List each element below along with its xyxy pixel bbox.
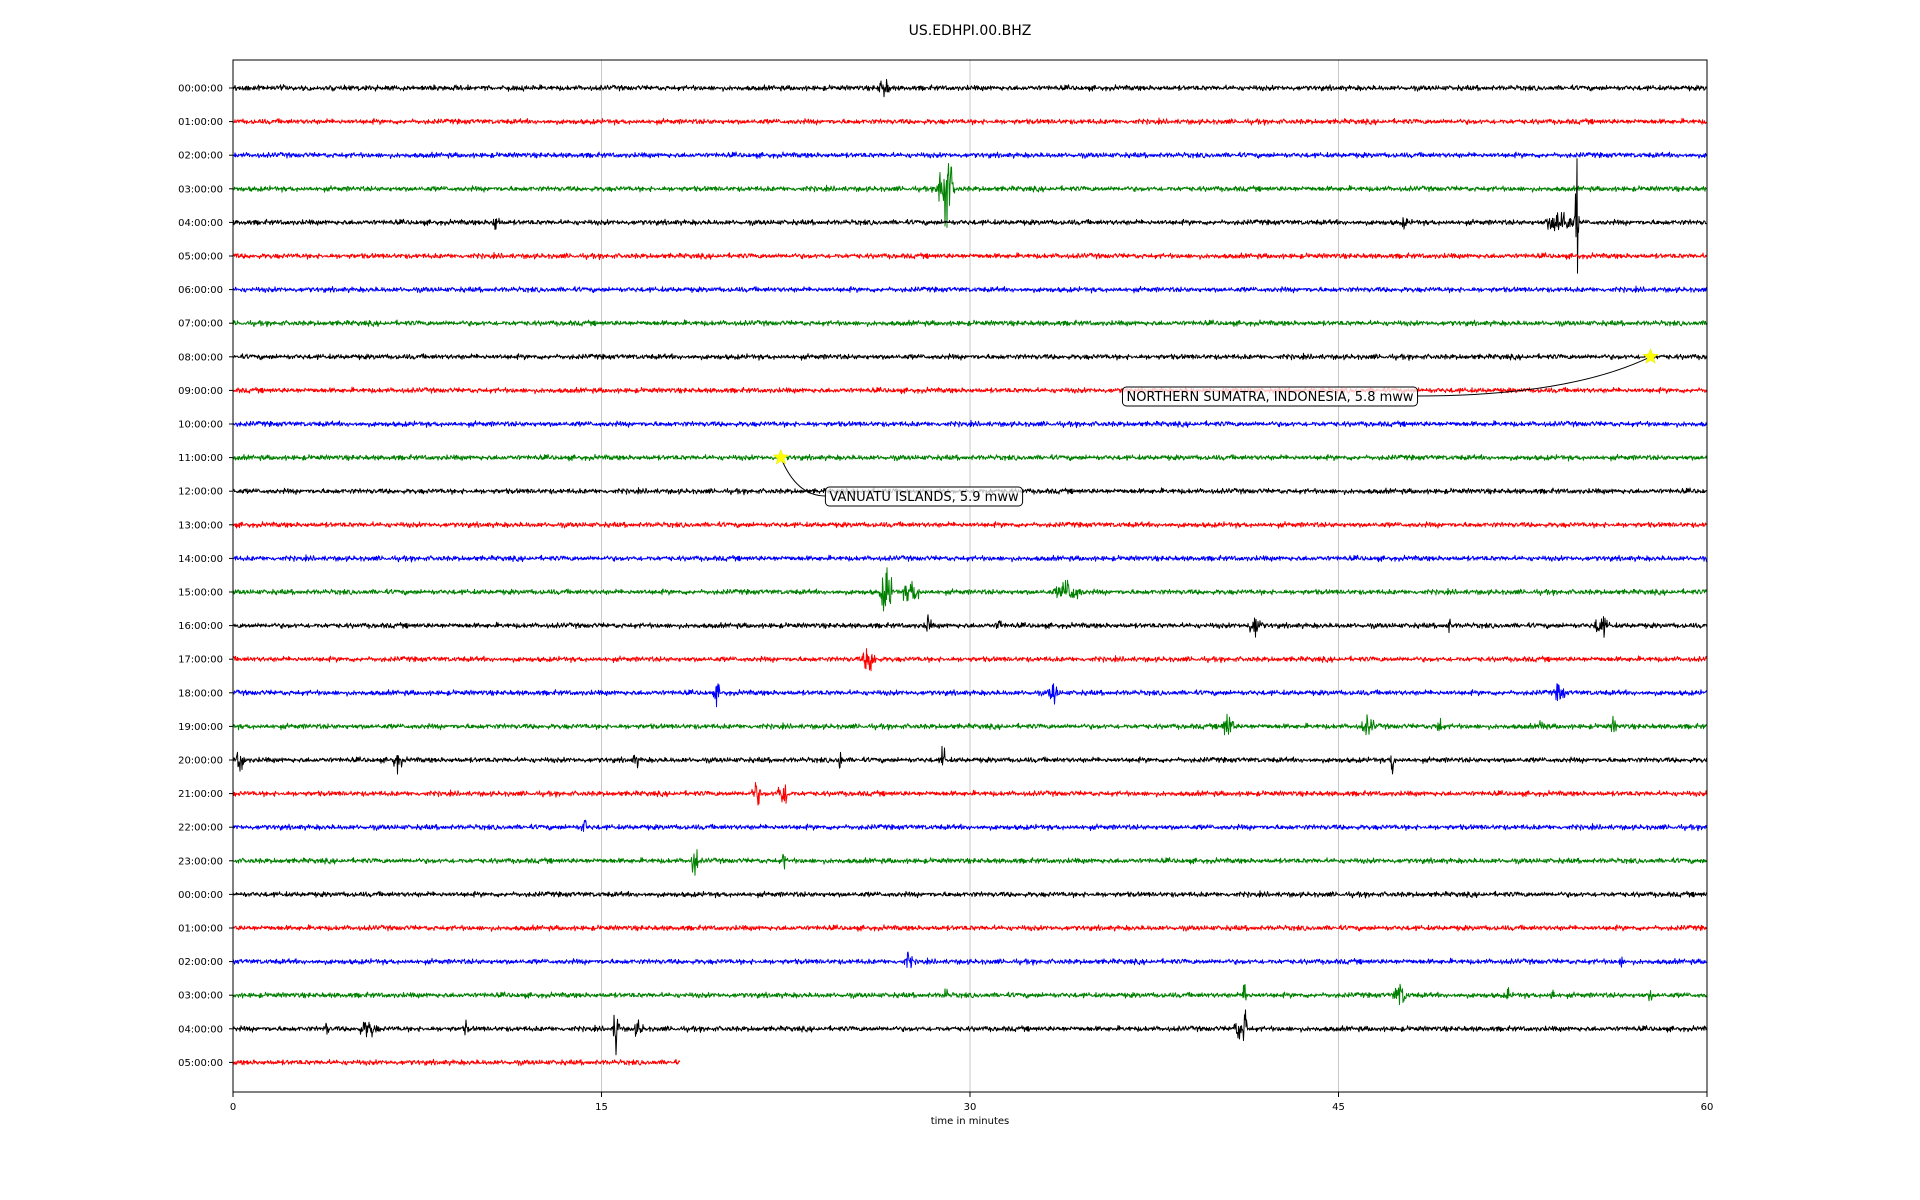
trace-row-26 <box>232 951 1708 969</box>
trace-row-18 <box>232 683 1708 708</box>
y-tick-label: 07:00:00 <box>178 319 223 330</box>
event-annotations: NORTHERN SUMATRA, INDONESIA, 5.8 mww VANU… <box>772 348 1659 507</box>
y-tick-label: 23:00:00 <box>178 856 223 867</box>
trace-row-25 <box>232 924 1708 932</box>
y-tick-label: 14:00:00 <box>178 554 223 565</box>
trace-row-21 <box>232 782 1708 806</box>
event-label: VANUATU ISLANDS, 5.9 mww <box>829 490 1019 505</box>
y-tick-label: 00:00:00 <box>178 84 223 95</box>
y-tick-labels: 00:00:00 01:00:00 02:00:00 03:00:00 04:00:00… <box>178 84 233 1069</box>
trace-row-5 <box>232 251 1708 261</box>
trace-row-11 <box>232 453 1708 462</box>
y-tick-label: 03:00:00 <box>178 184 223 195</box>
trace-row-28 <box>232 1009 1708 1056</box>
y-tick-label: 16:00:00 <box>178 621 223 632</box>
y-tick-label: 17:00:00 <box>178 655 223 666</box>
x-tick-label: 60 <box>1701 1102 1714 1113</box>
y-tick-label: 02:00:00 <box>178 957 223 968</box>
y-tick-label: 01:00:00 <box>178 117 223 128</box>
y-tick-label: 03:00:00 <box>178 991 223 1002</box>
y-tick-label: 22:00:00 <box>178 823 223 834</box>
event-connector <box>780 457 826 497</box>
y-tick-label: 09:00:00 <box>178 386 223 397</box>
trace-row-9 <box>232 386 1708 395</box>
trace-row-27 <box>232 983 1708 1006</box>
event-label: NORTHERN SUMATRA, INDONESIA, 5.8 mww <box>1126 390 1413 405</box>
event-star-marker <box>772 448 790 465</box>
vertical-gridlines <box>601 60 1339 1092</box>
y-tick-label: 12:00:00 <box>178 487 223 498</box>
trace-row-14 <box>232 554 1708 563</box>
trace-row-29 <box>232 1058 681 1067</box>
trace-row-19 <box>232 713 1708 736</box>
y-tick-label: 08:00:00 <box>178 352 223 363</box>
trace-row-17 <box>232 648 1708 672</box>
trace-row-0 <box>232 78 1708 98</box>
y-tick-label: 05:00:00 <box>178 1058 223 1069</box>
trace-row-6 <box>232 285 1708 294</box>
y-tick-label: 05:00:00 <box>178 252 223 263</box>
event-star-marker <box>1642 348 1659 364</box>
trace-row-1 <box>232 117 1708 126</box>
trace-row-13 <box>232 521 1708 529</box>
trace-row-8 <box>232 352 1708 361</box>
event-connector <box>1417 356 1651 397</box>
trace-row-3 <box>232 163 1708 228</box>
y-tick-label: 04:00:00 <box>178 1024 223 1035</box>
y-tick-label: 21:00:00 <box>178 789 223 800</box>
event-annotation: NORTHERN SUMATRA, INDONESIA, 5.8 mww <box>1121 348 1659 407</box>
trace-row-2 <box>232 151 1708 159</box>
x-tick-label: 45 <box>1332 1102 1345 1113</box>
x-tick-label: 30 <box>964 1102 977 1113</box>
trace-rows <box>232 78 1708 1067</box>
trace-row-7 <box>232 319 1707 328</box>
y-tick-label: 01:00:00 <box>178 924 223 935</box>
y-tick-label: 11:00:00 <box>178 453 223 464</box>
x-axis-label: time in minutes <box>931 1116 1010 1127</box>
x-tick-label: 15 <box>595 1102 608 1113</box>
y-tick-label: 20:00:00 <box>178 756 223 767</box>
trace-row-10 <box>232 419 1708 429</box>
trace-row-4 <box>232 158 1708 274</box>
trace-row-24 <box>232 890 1708 899</box>
event-annotation: VANUATU ISLANDS, 5.9 mww <box>772 448 1024 507</box>
y-tick-label: 13:00:00 <box>178 520 223 531</box>
chart-title: US.EDHPI.00.BHZ <box>909 23 1032 39</box>
y-tick-label: 15:00:00 <box>178 588 223 599</box>
trace-row-16 <box>232 614 1708 638</box>
y-tick-label: 10:00:00 <box>178 420 223 431</box>
x-tick-label: 0 <box>230 1102 236 1113</box>
y-tick-label: 19:00:00 <box>178 722 223 733</box>
y-tick-label: 04:00:00 <box>178 218 223 229</box>
y-tick-label: 06:00:00 <box>178 285 223 296</box>
y-tick-label: 00:00:00 <box>178 890 223 901</box>
trace-row-22 <box>232 819 1708 832</box>
x-tick-labels: 0 15 30 45 60 <box>230 1092 1714 1113</box>
trace-row-15 <box>232 567 1708 612</box>
y-tick-label: 18:00:00 <box>178 688 223 699</box>
trace-row-20 <box>232 745 1708 775</box>
y-tick-label: 02:00:00 <box>178 151 223 162</box>
trace-row-23 <box>232 849 1708 876</box>
